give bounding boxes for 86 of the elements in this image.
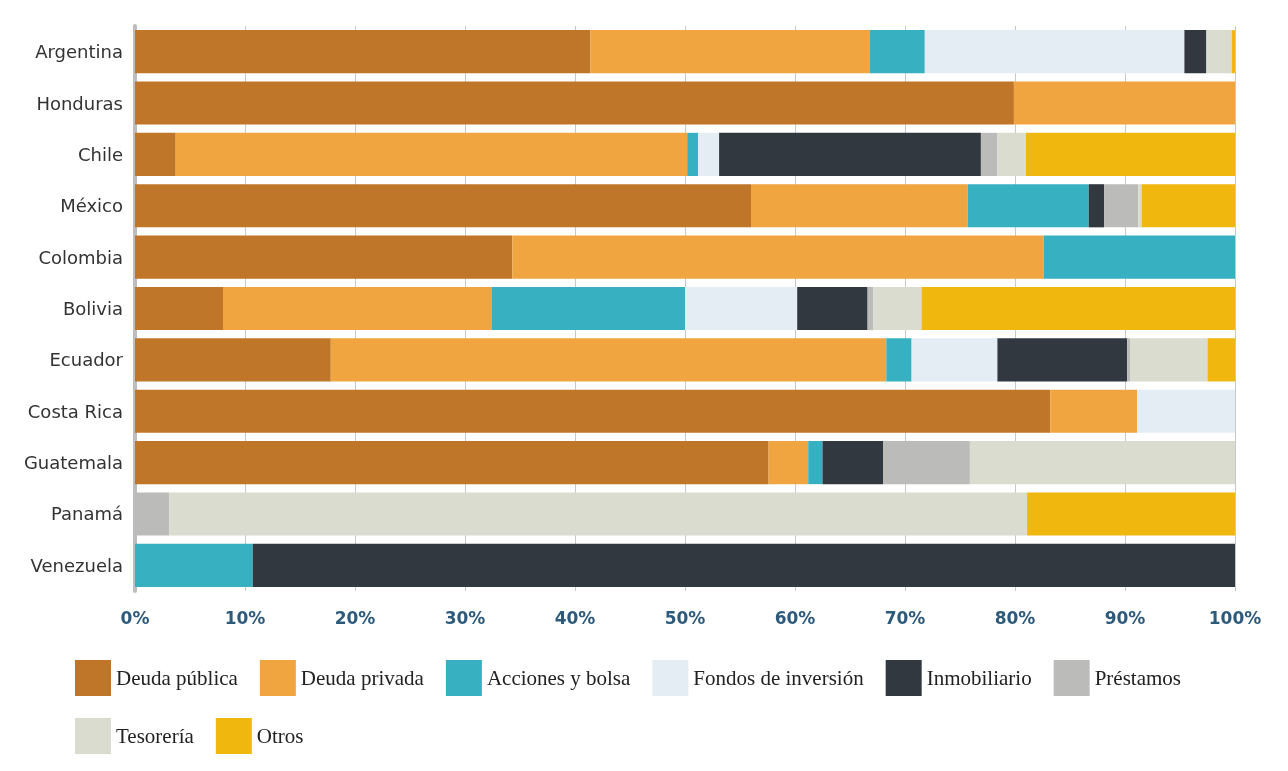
bar [921, 286, 1235, 331]
bar [1043, 235, 1235, 279]
bar [135, 543, 253, 587]
x-tick-label: 70% [884, 607, 926, 628]
x-tick-label: 20% [334, 607, 376, 628]
bar [590, 30, 870, 74]
bar [1027, 492, 1235, 536]
bar [1130, 338, 1208, 382]
bar [924, 30, 1185, 74]
bar [512, 235, 1044, 279]
bar [135, 235, 513, 279]
y-tick-label: Honduras [36, 92, 123, 114]
bar [223, 286, 492, 331]
bar [330, 338, 887, 382]
y-tick-label: Venezuela [30, 554, 123, 576]
bar [751, 184, 968, 228]
bar [135, 30, 591, 74]
bar [1050, 389, 1138, 433]
bar [135, 184, 751, 228]
x-tick-label: 30% [444, 607, 486, 628]
bar [768, 441, 809, 485]
bar [1127, 338, 1131, 382]
bar [135, 389, 1051, 433]
bar [883, 441, 970, 485]
bar [687, 132, 699, 176]
legend-label: Deuda pública [116, 666, 239, 690]
bar [1141, 184, 1235, 228]
legend-label: Otros [256, 724, 304, 748]
bar [867, 286, 874, 331]
y-tick-label: México [60, 195, 123, 217]
y-tick-label: Costa Rica [27, 400, 123, 422]
bar [886, 338, 912, 382]
x-tick-label: 60% [774, 607, 816, 628]
x-tick-label: 10% [224, 607, 266, 628]
bar [1207, 338, 1235, 382]
bar [1137, 389, 1235, 433]
bar [1026, 132, 1235, 176]
bar [135, 338, 331, 382]
bar [1104, 184, 1139, 228]
legend-label: Deuda privada [300, 666, 425, 690]
bar [1184, 30, 1207, 74]
bar [1013, 81, 1235, 125]
y-tick-label: Chile [77, 143, 123, 165]
legend-label: Préstamos [1094, 666, 1181, 690]
bar [135, 132, 176, 176]
legend-label: Tesorería [116, 724, 195, 748]
x-tick-label: 0% [120, 607, 150, 628]
bar [135, 441, 769, 485]
x-tick-label: 50% [664, 607, 706, 628]
legend-label: Fondos de inversión [693, 666, 865, 690]
y-tick-label: Bolivia [62, 298, 123, 319]
bar [869, 30, 925, 74]
x-tick-label: 80% [994, 607, 1036, 628]
bar [797, 286, 868, 331]
bar [719, 132, 981, 176]
bar [997, 132, 1026, 176]
bar [685, 286, 798, 331]
bar [808, 441, 823, 485]
legend-label: Acciones y bolsa [486, 666, 632, 690]
y-tick-label: Ecuador [49, 349, 124, 371]
bar [967, 184, 1089, 228]
y-tick-label: Colombia [38, 246, 123, 268]
x-tick-label: 40% [554, 607, 596, 628]
bar [911, 338, 998, 382]
bar [969, 441, 1235, 485]
x-tick-label: 90% [1104, 607, 1146, 628]
y-tick-label: Panamá [50, 503, 123, 525]
y-tick-label: Argentina [35, 41, 123, 63]
x-tick-label: 100% [1208, 607, 1262, 628]
bar [997, 338, 1128, 382]
bar [252, 543, 1235, 587]
bar [1206, 30, 1232, 74]
bar [135, 286, 223, 331]
legend-label: Inmobiliario [926, 666, 1032, 690]
bar [698, 132, 720, 176]
bar [135, 81, 1014, 125]
bar [175, 132, 688, 176]
bar [1088, 184, 1105, 228]
bar [873, 286, 922, 331]
bar [980, 132, 998, 176]
bar [1138, 184, 1142, 228]
bar [491, 286, 685, 331]
y-tick-label: Guatemala [23, 452, 123, 474]
bar [169, 492, 1028, 536]
bar [1231, 30, 1235, 74]
bar [822, 441, 883, 485]
